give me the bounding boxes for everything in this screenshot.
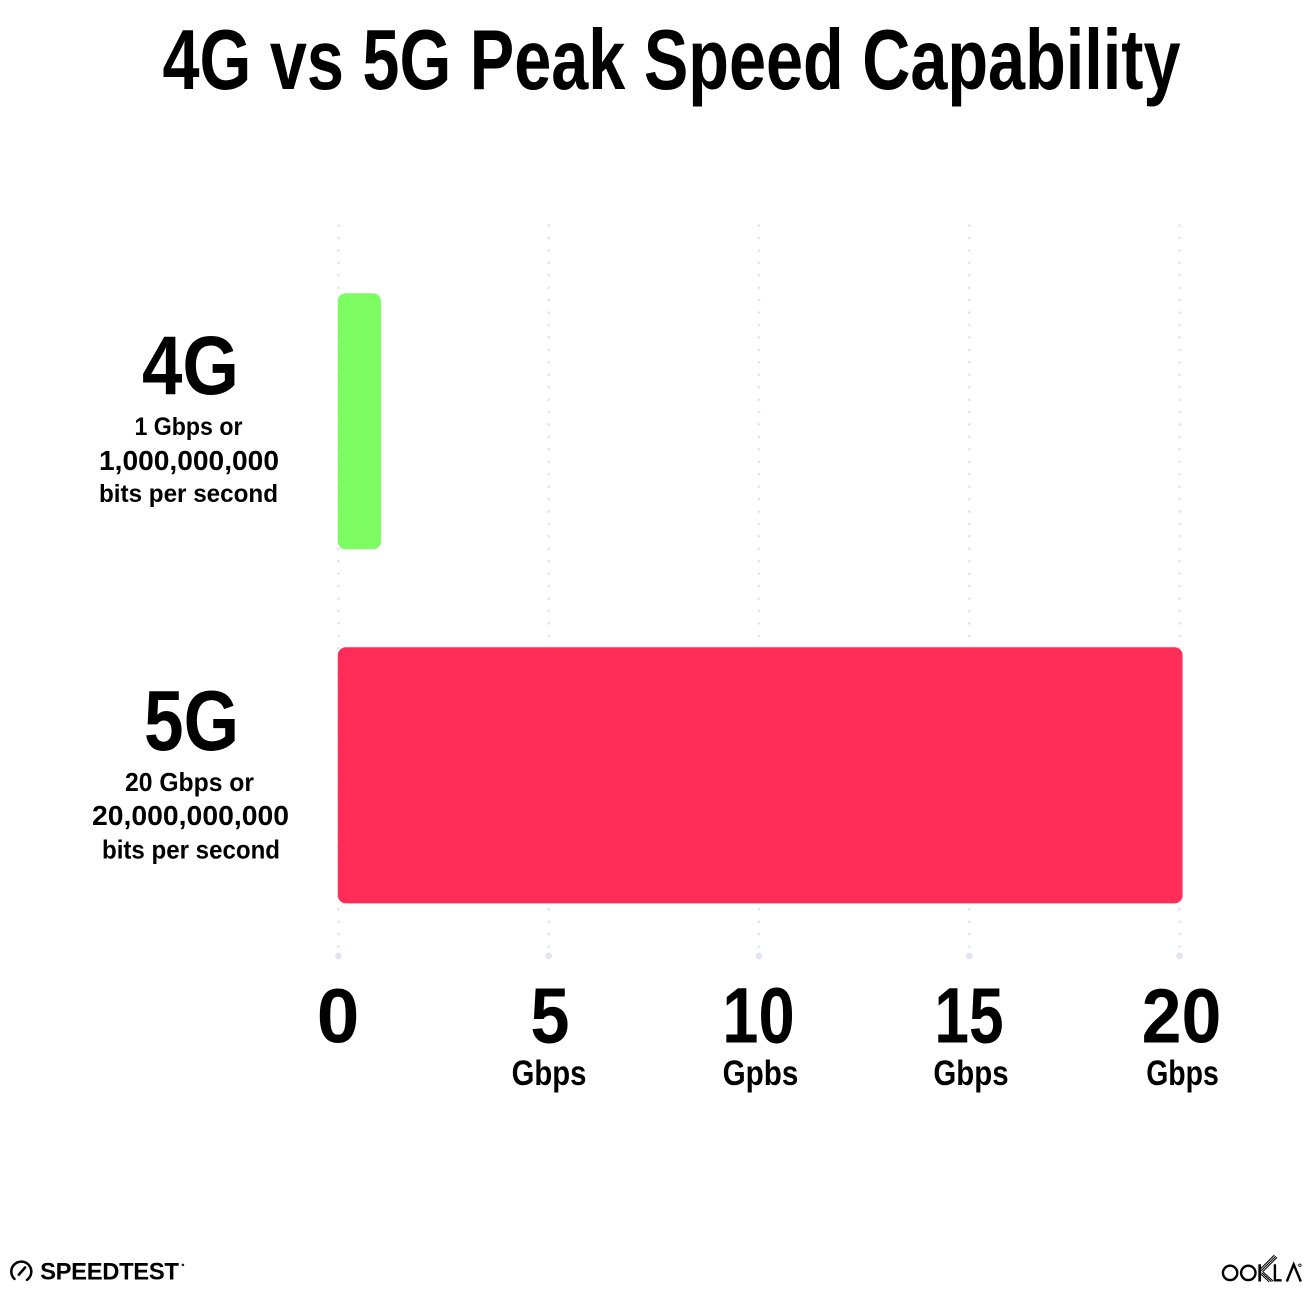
- svg-text:20: 20: [1142, 974, 1222, 1060]
- svg-text:Gbps: Gbps: [1146, 1053, 1219, 1093]
- svg-text:5: 5: [530, 972, 569, 1060]
- svg-text:20,000,000,000: 20,000,000,000: [92, 800, 289, 831]
- svg-text:0: 0: [317, 974, 360, 1060]
- svg-text:bits per second: bits per second: [99, 480, 278, 508]
- svg-text:Gbps: Gbps: [512, 1053, 587, 1093]
- svg-text:10: 10: [722, 972, 794, 1060]
- svg-text:4G: 4G: [142, 318, 239, 412]
- svg-text:5G: 5G: [144, 674, 239, 769]
- svg-text:Gpbs: Gpbs: [723, 1053, 799, 1093]
- svg-text:1,000,000,000: 1,000,000,000: [99, 445, 279, 476]
- svg-text:SPEEDTEST: SPEEDTEST: [40, 1259, 179, 1286]
- svg-text:15: 15: [934, 972, 1003, 1060]
- svg-text:1 Gbps or: 1 Gbps or: [135, 413, 243, 441]
- svg-text:Gbps: Gbps: [933, 1053, 1008, 1093]
- svg-text:4G vs 5G Peak Speed Capability: 4G vs 5G Peak Speed Capability: [163, 13, 1181, 108]
- svg-text:20 Gbps or: 20 Gbps or: [125, 769, 254, 797]
- svg-text:bits per second: bits per second: [102, 837, 280, 865]
